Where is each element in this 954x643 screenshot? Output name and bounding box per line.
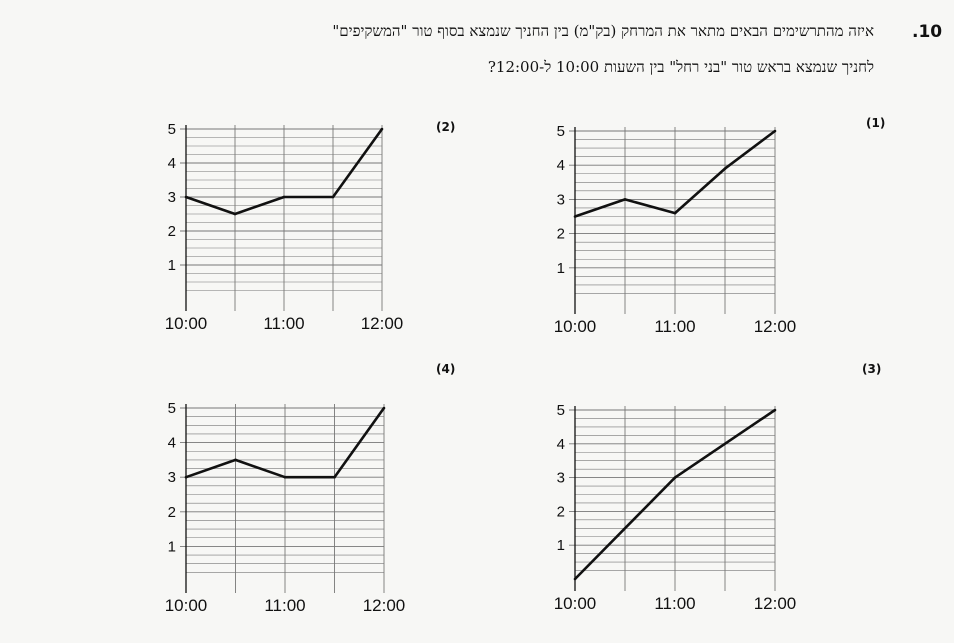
chart-3-data-point (573, 577, 577, 581)
chart-4-y-tick-label: 1 (168, 538, 176, 555)
chart-4-x-tick-label: 11:00 (264, 596, 305, 615)
chart-1-data-point (673, 211, 677, 215)
chart-1-y-tick-label: 4 (557, 157, 565, 174)
question-number: .10 (912, 22, 943, 42)
chart-4-data-point (382, 406, 386, 410)
chart-2-data-point (331, 195, 335, 199)
question-text-line-1: איזה מהתרשימים הבאים מתאר את המרחק (בק"מ… (332, 22, 874, 40)
chart-4-y-tick-label: 4 (168, 435, 176, 452)
chart-1-data-point (723, 167, 727, 170)
chart-3-y-tick-label: 5 (557, 402, 565, 419)
question-text-line-2: לחניך שנמצא בראש טור "בני רחל" בין השעות… (487, 58, 874, 76)
chart-3-y-tick-label: 3 (557, 470, 565, 487)
chart-2-data-point (380, 127, 384, 131)
chart-1-x-tick-label: 11:00 (654, 317, 695, 336)
chart-1-data-point (573, 215, 577, 218)
chart-2-x-tick-label: 12:00 (361, 314, 404, 333)
chart-2-data-point (233, 212, 237, 216)
chart-2-y-tick-label: 4 (168, 155, 176, 172)
chart-4-y-tick-label: 5 (168, 400, 176, 417)
chart-2-label: (2) (436, 120, 456, 134)
chart-4-x-tick-label: 10:00 (165, 596, 208, 615)
chart-3-y-tick-label: 2 (557, 503, 565, 520)
chart-2-data-point (282, 195, 286, 199)
chart-3-y-tick-label: 1 (557, 537, 565, 554)
chart-3-data-point (673, 476, 677, 479)
chart-2-y-tick-label: 2 (168, 223, 176, 240)
chart-4-x-tick-label: 12:00 (363, 596, 406, 615)
chart-2-x-tick-label: 10:00 (165, 314, 208, 333)
chart-2-y-tick-label: 1 (168, 257, 176, 274)
chart-3-x-tick-label: 10:00 (554, 594, 597, 613)
chart-4-y-tick-label: 3 (168, 469, 176, 486)
chart-4-data-point (234, 458, 237, 462)
chart-1-data-point (623, 198, 627, 201)
chart-2-data-point (184, 195, 188, 199)
chart-4-y-tick-label: 2 (168, 504, 176, 521)
chart-2-y-tick-label: 3 (168, 189, 176, 206)
chart-3-data-point (773, 408, 777, 412)
chart-1-data-point (773, 129, 777, 133)
chart-3-x-tick-label: 12:00 (754, 594, 797, 613)
chart-3-y-tick-label: 4 (557, 436, 565, 453)
chart-1-y-tick-label: 5 (557, 123, 565, 140)
chart-4-data-point (333, 475, 336, 479)
chart-3-x-tick-label: 11:00 (654, 594, 695, 613)
chart-2-x-tick-label: 11:00 (263, 314, 304, 333)
chart-1-x-tick-label: 12:00 (754, 317, 797, 336)
chart-4-label: (4) (436, 362, 456, 376)
chart-1-y-tick-label: 1 (557, 260, 565, 277)
chart-3-label: (3) (862, 362, 882, 376)
chart-2-y-tick-label: 5 (168, 121, 176, 138)
chart-1-label: (1) (866, 116, 886, 130)
chart-1-y-tick-label: 2 (557, 226, 565, 243)
chart-1-x-tick-label: 10:00 (554, 317, 597, 336)
chart-1-y-tick-label: 3 (557, 191, 565, 208)
chart-4-data-point (184, 475, 188, 479)
chart-4-data-point (283, 475, 287, 479)
